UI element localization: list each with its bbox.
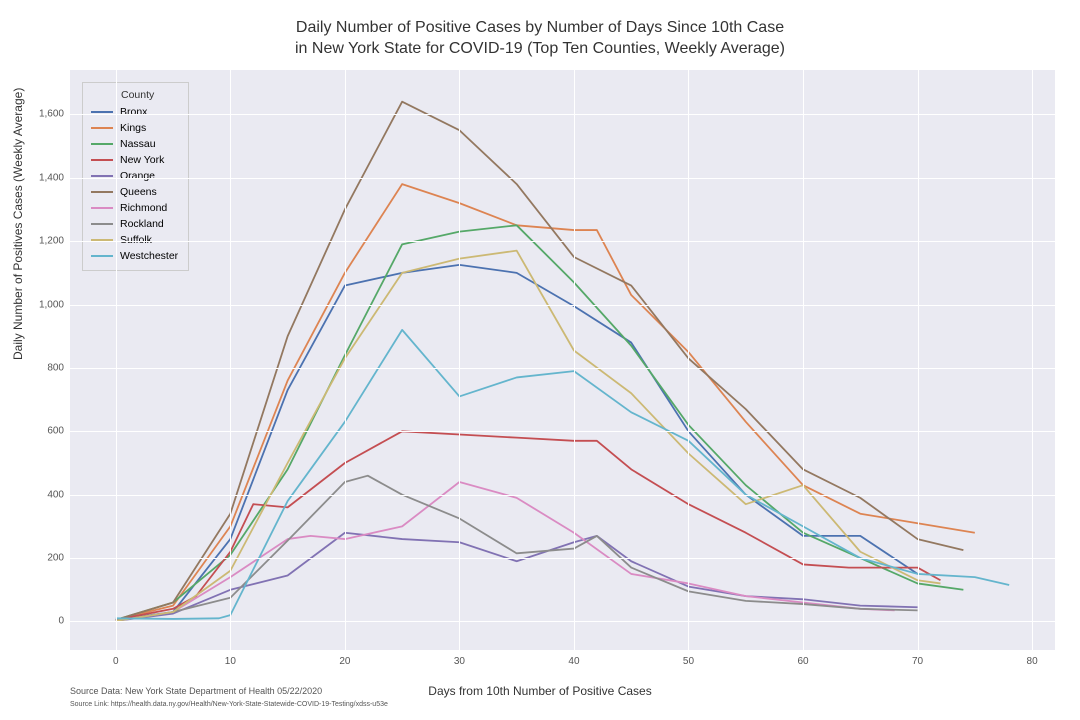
x-tick-label: 50 (683, 656, 694, 667)
legend-item-bronx: Bronx (91, 104, 178, 120)
legend-label: New York (120, 154, 164, 166)
y-tick-label: 1,200 (39, 236, 64, 247)
title-line-2: in New York State for COVID-19 (Top Ten … (295, 40, 785, 57)
legend-swatch (91, 175, 113, 177)
legend-swatch (91, 207, 113, 209)
y-tick-label: 1,600 (39, 109, 64, 120)
legend-item-orange: Orange (91, 168, 178, 184)
legend-item-suffolk: Suffolk (91, 232, 178, 248)
gridline-v (803, 70, 804, 650)
x-axis-label: Days from 10th Number of Positive Cases (428, 684, 651, 698)
legend-title: County (91, 89, 178, 101)
legend-label: Bronx (120, 106, 147, 118)
legend-label: Richmond (120, 202, 167, 214)
legend-swatch (91, 191, 113, 193)
legend-label: Orange (120, 170, 155, 182)
gridline-h (70, 558, 1055, 559)
y-tick-label: 1,000 (39, 299, 64, 310)
legend-item-nassau: Nassau (91, 136, 178, 152)
x-tick-label: 80 (1027, 656, 1038, 667)
x-tick-label: 30 (454, 656, 465, 667)
x-tick-label: 0 (113, 656, 119, 667)
series-line-kings (116, 184, 975, 620)
lines-layer (70, 70, 1055, 650)
legend-swatch (91, 159, 113, 161)
gridline-v (918, 70, 919, 650)
gridline-h (70, 431, 1055, 432)
legend-label: Westchester (120, 250, 178, 262)
gridline-h (70, 305, 1055, 306)
gridline-v (116, 70, 117, 650)
gridline-h (70, 368, 1055, 369)
legend-label: Kings (120, 122, 146, 134)
x-tick-label: 40 (568, 656, 579, 667)
gridline-v (574, 70, 575, 650)
gridline-h (70, 114, 1055, 115)
legend-swatch (91, 111, 113, 113)
y-tick-label: 0 (58, 616, 64, 627)
plot-area: County Bronx Kings Nassau New York Orange Que… (70, 70, 1055, 650)
x-tick-label: 60 (797, 656, 808, 667)
legend-item-richmond: Richmond (91, 200, 178, 216)
x-tick-label: 70 (912, 656, 923, 667)
legend-label: Rockland (120, 218, 164, 230)
y-tick-label: 1,400 (39, 172, 64, 183)
series-line-bronx (116, 265, 918, 620)
legend-item-queens: Queens (91, 184, 178, 200)
legend-item-new-york: New York (91, 152, 178, 168)
legend-item-kings: Kings (91, 120, 178, 136)
legend-swatch (91, 255, 113, 257)
x-tick-label: 10 (225, 656, 236, 667)
gridline-v (1032, 70, 1033, 650)
source-data-text: Source Data: New York State Department o… (70, 686, 322, 696)
source-link-text: Source Link: https://health.data.ny.gov/… (70, 701, 388, 708)
gridline-h (70, 241, 1055, 242)
legend-swatch (91, 143, 113, 145)
gridline-v (688, 70, 689, 650)
series-line-queens (116, 102, 964, 620)
gridline-h (70, 621, 1055, 622)
x-tick-label: 20 (339, 656, 350, 667)
series-line-new-york (116, 431, 941, 620)
legend-label: Queens (120, 186, 157, 198)
title-line-1: Daily Number of Positive Cases by Number… (296, 19, 784, 36)
chart-container: Daily Number of Positive Cases by Number… (0, 0, 1080, 720)
gridline-v (459, 70, 460, 650)
chart-title: Daily Number of Positive Cases by Number… (0, 0, 1080, 60)
y-tick-label: 400 (47, 489, 64, 500)
gridline-h (70, 178, 1055, 179)
y-tick-label: 600 (47, 426, 64, 437)
series-line-nassau (116, 225, 964, 620)
legend: County Bronx Kings Nassau New York Orange Que… (82, 82, 189, 271)
y-tick-label: 200 (47, 553, 64, 564)
legend-swatch (91, 127, 113, 129)
gridline-h (70, 495, 1055, 496)
legend-label: Nassau (120, 138, 156, 150)
y-tick-label: 800 (47, 362, 64, 373)
legend-item-rockland: Rockland (91, 216, 178, 232)
gridline-v (230, 70, 231, 650)
legend-swatch (91, 223, 113, 225)
gridline-v (345, 70, 346, 650)
legend-item-westchester: Westchester (91, 248, 178, 264)
y-axis-label: Daily Number of Positives Cases (Weekly … (11, 88, 25, 360)
legend-label: Suffolk (120, 234, 152, 246)
